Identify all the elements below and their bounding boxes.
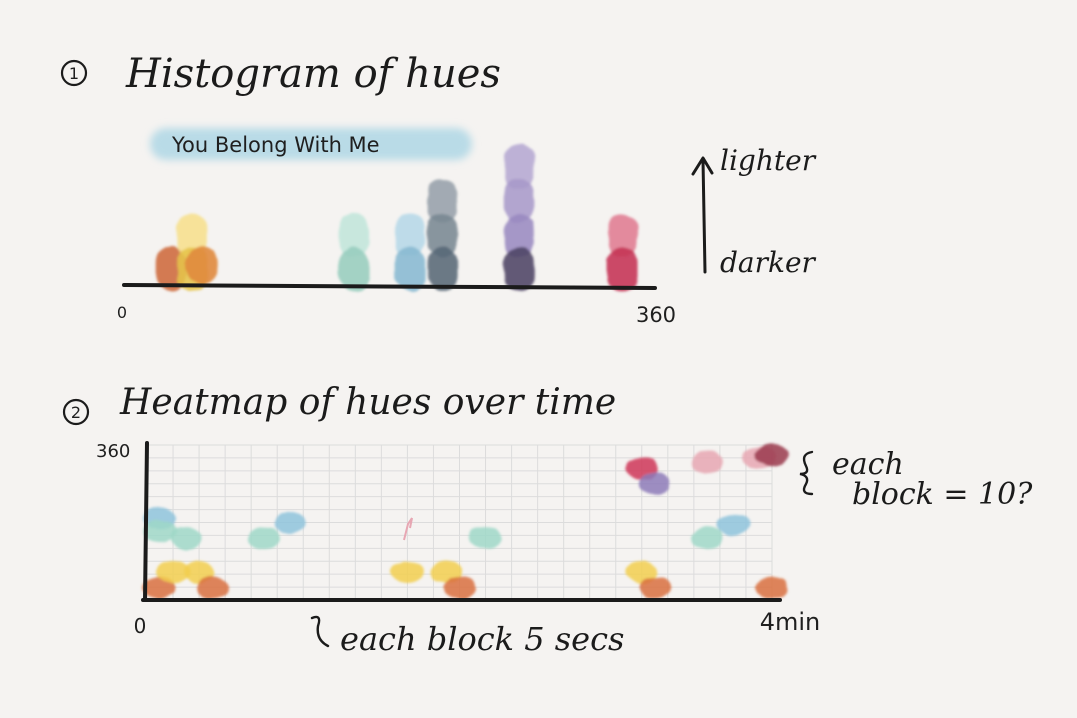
- song-label: You Belong With Me: [171, 133, 380, 157]
- heatmap-x-start-label: 0: [134, 614, 147, 638]
- histogram-axis-start: 0: [117, 303, 127, 322]
- x-note-brace: [310, 615, 330, 648]
- heatmap-cell: [756, 444, 788, 467]
- heatmap-marks: [144, 444, 788, 599]
- heatmap-cell: [196, 576, 229, 599]
- histogram-marks: [156, 145, 638, 291]
- heatmap-cell: [756, 576, 788, 599]
- lighter-label: lighter: [720, 144, 817, 177]
- section-1-number: 1: [69, 64, 79, 83]
- heatmap-cell: [690, 451, 723, 474]
- heatmap-cell: [690, 526, 723, 549]
- section-heatmap: 2 Heatmap of hues over time 360 0 4min e…: [62, 382, 1033, 658]
- heatmap-y-top-label: 360: [96, 441, 130, 462]
- histogram-bar-segment: [339, 247, 370, 291]
- heatmap-cell: [469, 526, 502, 549]
- heatmap-cell: [391, 561, 424, 584]
- section-1-number-circle: [60, 59, 88, 87]
- histogram-bar-segment: [607, 213, 638, 257]
- section-1-title: Histogram of hues: [125, 51, 501, 97]
- heatmap-cell: [144, 520, 177, 543]
- heatmap-cell: [157, 561, 190, 584]
- arrow-head-icon: [691, 156, 714, 176]
- heatmap-cell: [248, 526, 281, 549]
- section-2-number-circle: [62, 398, 90, 426]
- histogram-bar-segment: [427, 179, 458, 223]
- histogram-bar-segment: [607, 247, 638, 291]
- pink-squiggle: [403, 517, 413, 541]
- histogram-bar-segment: [185, 247, 218, 283]
- heatmap-cell: [638, 472, 671, 495]
- section-2-number: 2: [71, 403, 81, 422]
- song-label-highlight: [150, 128, 472, 160]
- histogram-bar-segment: [339, 213, 370, 257]
- heatmap-x-end-label: 4min: [760, 608, 821, 636]
- heatmap-cell: [716, 513, 749, 536]
- histogram-axis-end: 360: [636, 303, 676, 327]
- histogram-bar-segment: [504, 179, 535, 223]
- heatmap-cell: [274, 511, 307, 534]
- histogram-bar-segment: [176, 213, 207, 257]
- heatmap-cell: [638, 576, 671, 599]
- histogram-bar-segment: [395, 213, 426, 257]
- histogram-baseline: [122, 283, 657, 290]
- histogram-bar-segment: [504, 247, 535, 291]
- histogram-bar-segment: [395, 247, 426, 291]
- heatmap-cell: [170, 526, 203, 549]
- x-note: each block 5 secs: [340, 620, 624, 658]
- heatmap-y-axis: [143, 441, 149, 602]
- lighter-darker-arrow: [701, 158, 707, 274]
- histogram-bar-segment: [427, 213, 458, 257]
- y-note-line1: each: [832, 447, 904, 482]
- y-note-brace: [799, 450, 814, 496]
- darker-label: darker: [720, 246, 817, 279]
- histogram-bar-segment: [504, 213, 535, 257]
- histogram-bar-segment: [504, 145, 535, 189]
- y-note-line2: block = 10?: [852, 477, 1033, 512]
- histogram-bar-segment: [427, 247, 458, 291]
- heatmap-cell: [443, 576, 476, 599]
- section-histogram: 1 Histogram of hues You Belong With Me 0…: [60, 51, 817, 327]
- section-2-title: Heatmap of hues over time: [119, 382, 616, 423]
